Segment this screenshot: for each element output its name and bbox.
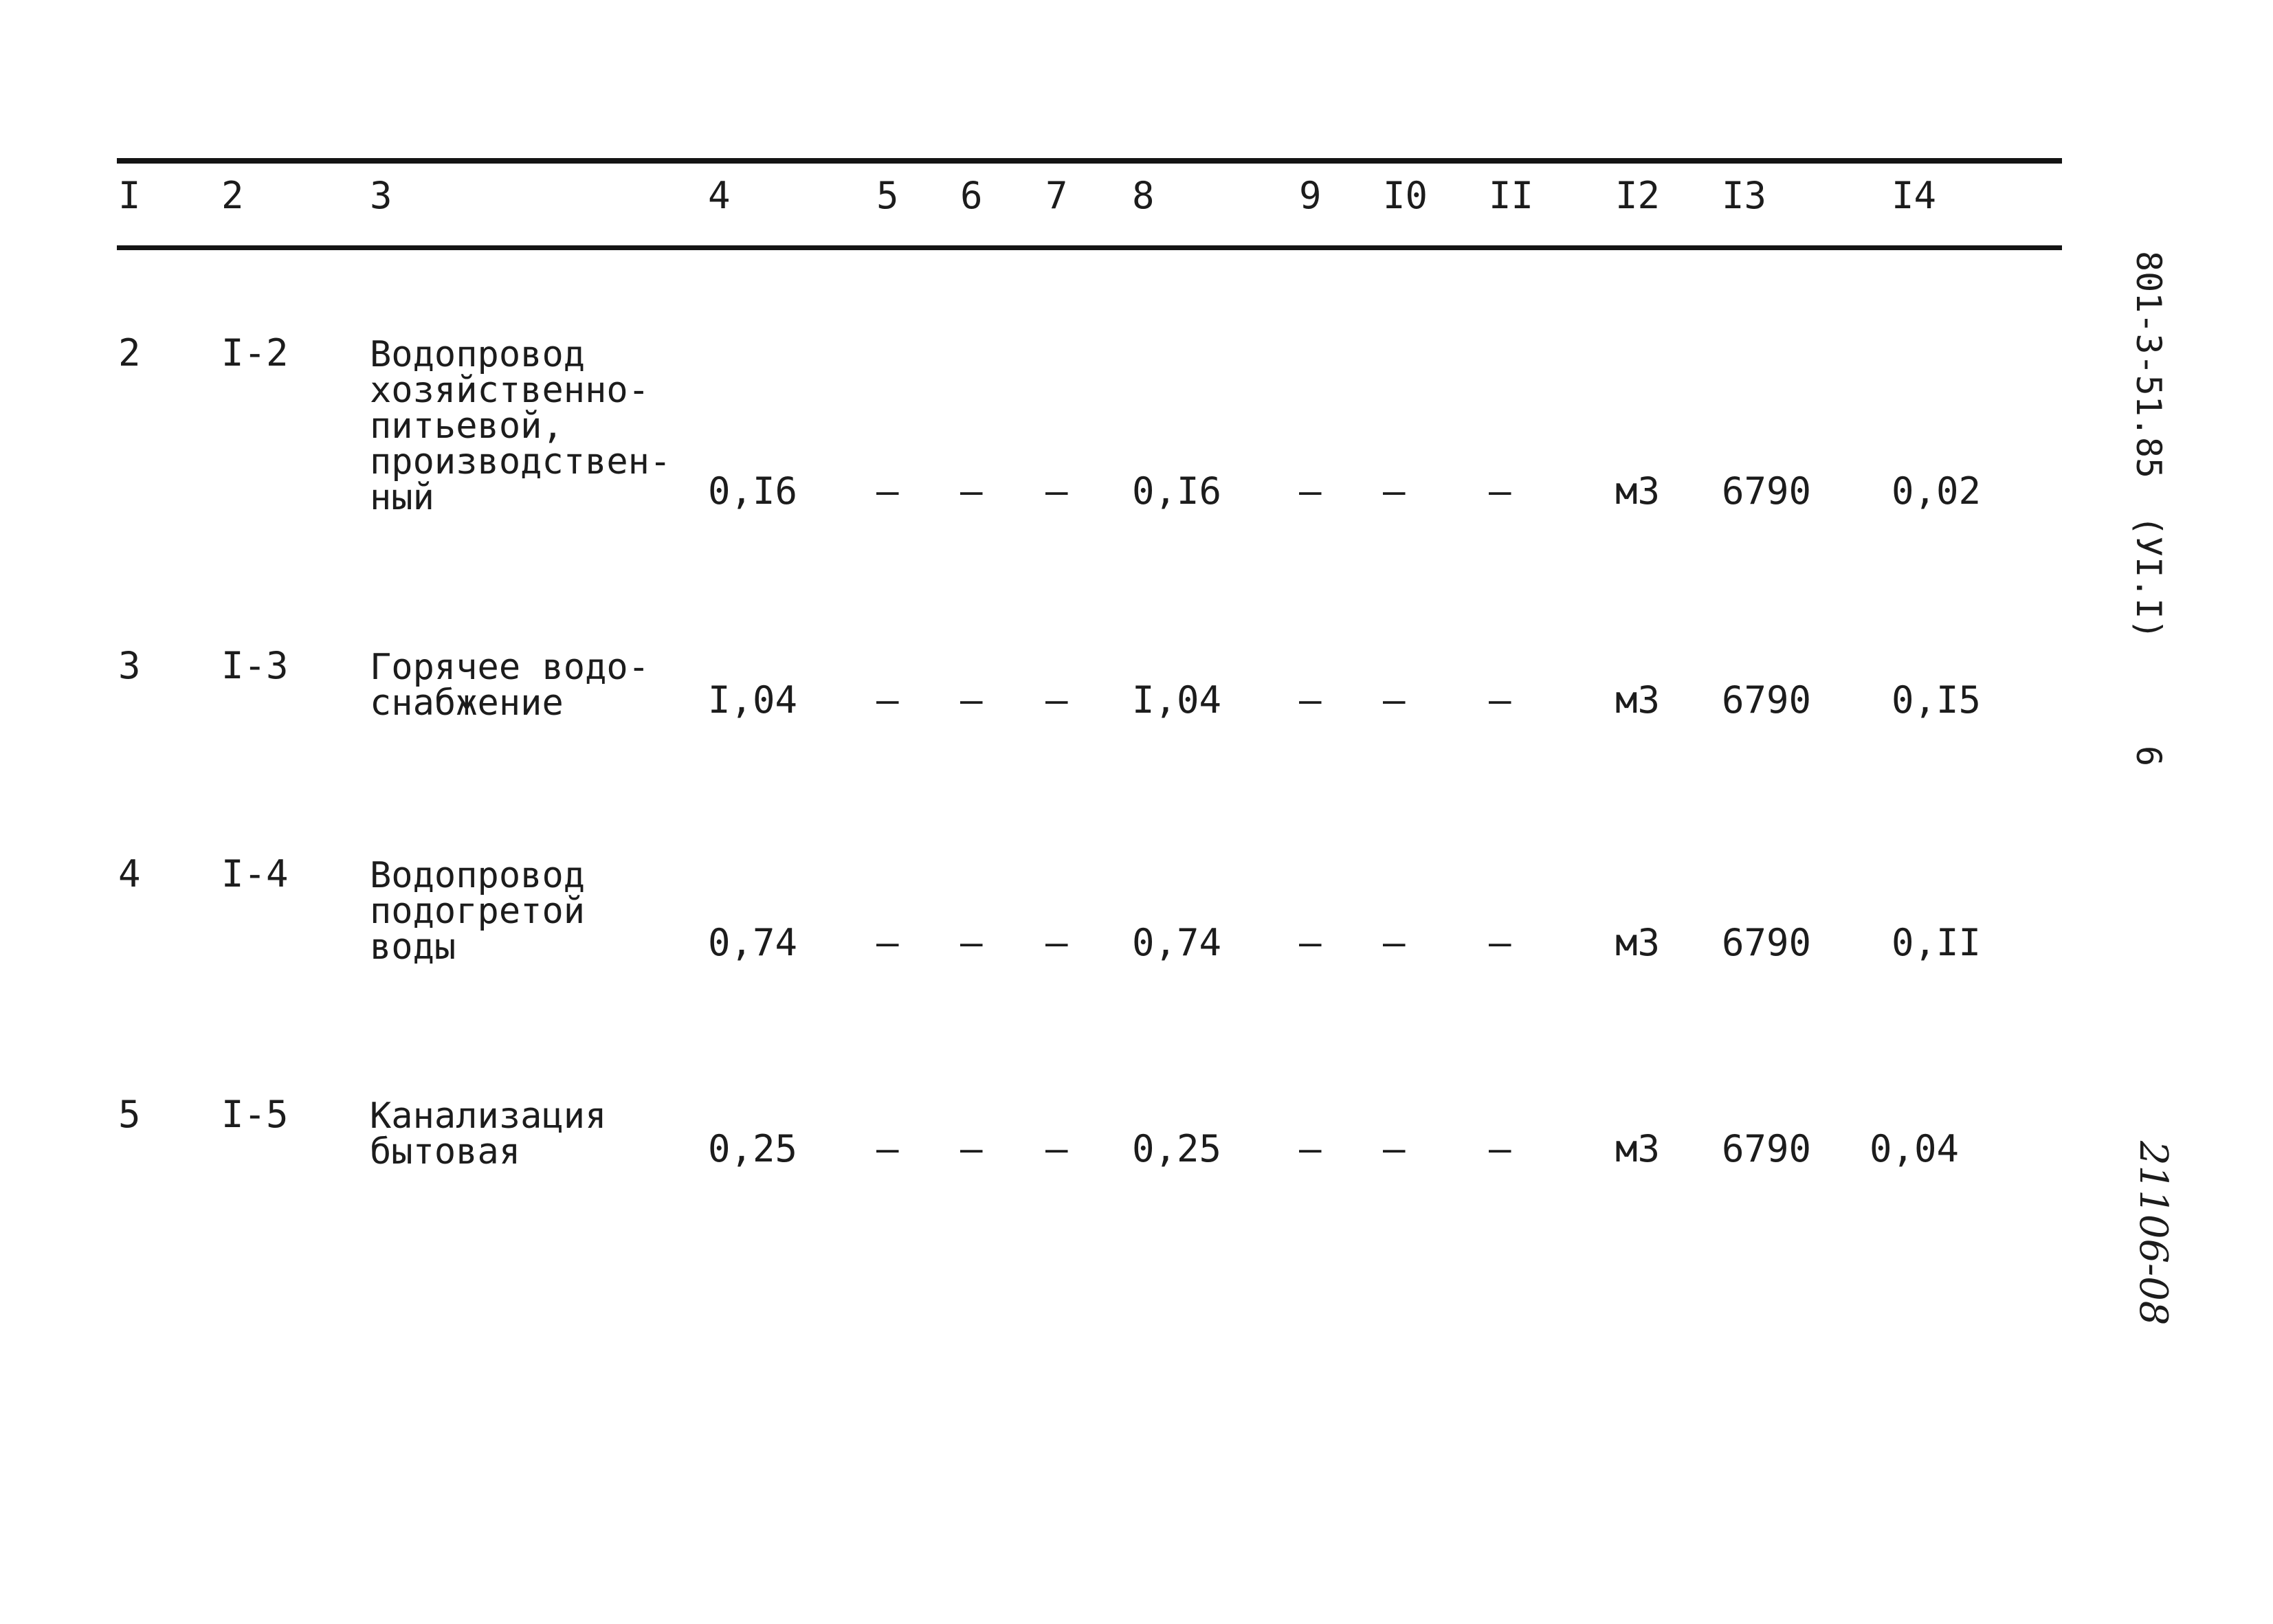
cell-col-5: – (876, 921, 899, 964)
header-col-2: 2 (221, 174, 244, 217)
cell-col-7: – (1045, 1127, 1068, 1170)
cell-col-9: – (1299, 469, 1322, 513)
header-col-10: I0 (1383, 174, 1428, 217)
cell-unit: м3 (1615, 1127, 1661, 1170)
cell-unit: м3 (1615, 469, 1661, 513)
header-col-12: I2 (1615, 174, 1661, 217)
header-col-6: 6 (960, 174, 983, 217)
header-col-4: 4 (708, 174, 731, 217)
cell-col-11: – (1489, 1127, 1511, 1170)
cell-col-5: – (876, 1127, 899, 1170)
cell-system-name: Водопровод хозяйственно- питьевой, произ… (370, 334, 672, 518)
header-col-1: I (118, 174, 141, 217)
header-col-13: I3 (1722, 174, 1767, 217)
cell-col-9: – (1299, 921, 1322, 964)
cell-col-11: – (1489, 921, 1511, 964)
cell-col-7: – (1045, 678, 1068, 722)
cell-col-10: – (1383, 678, 1406, 722)
cell-col-8: I,04 (1132, 678, 1222, 722)
cell-col-11: – (1489, 469, 1511, 513)
cell-item-number: 3 (118, 644, 141, 687)
cell-item-number: 2 (118, 331, 141, 375)
cell-system-name: Горячее водо- снабжение (370, 647, 650, 724)
table-header-rule (117, 245, 2062, 250)
cell-col-6: – (960, 678, 983, 722)
table-top-rule (117, 158, 2062, 164)
cell-col-10: – (1383, 469, 1406, 513)
cell-col-5: – (876, 678, 899, 722)
cell-position: I-3 (221, 644, 289, 687)
cell-position: I-5 (221, 1093, 289, 1136)
cell-col-8: 0,I6 (1132, 469, 1222, 513)
header-col-9: 9 (1299, 174, 1322, 217)
cell-col-4: 0,74 (708, 921, 798, 964)
cell-col-4: 0,I6 (708, 469, 798, 513)
cell-col-7: – (1045, 921, 1068, 964)
cell-col-13: 6790 (1722, 678, 1812, 722)
cell-col-14: 0,02 (1892, 469, 1982, 513)
cell-position: I-4 (221, 852, 289, 896)
cell-col-14: 0,II (1892, 921, 1982, 964)
cell-unit: м3 (1615, 678, 1661, 722)
cell-col-13: 6790 (1722, 1127, 1812, 1170)
cell-system-name: Канализация бытовая (370, 1095, 607, 1172)
header-col-7: 7 (1045, 174, 1068, 217)
header-col-14: I4 (1892, 174, 1937, 217)
header-col-3: 3 (370, 174, 392, 217)
cell-col-13: 6790 (1722, 921, 1812, 964)
document-code: 801-3-51.85 (2129, 251, 2169, 479)
cell-col-4: 0,25 (708, 1127, 798, 1170)
cell-col-10: – (1383, 1127, 1406, 1170)
section-reference: (УI.I) (2129, 515, 2169, 640)
cell-col-9: – (1299, 678, 1322, 722)
cell-col-6: – (960, 921, 983, 964)
cell-col-8: 0,74 (1132, 921, 1222, 964)
cell-col-11: – (1489, 678, 1511, 722)
cell-col-13: 6790 (1722, 469, 1812, 513)
cell-system-name: Водопровод подогретой воды (370, 855, 586, 968)
handwritten-number: 21106-08 (2131, 1141, 2175, 1326)
cell-col-5: – (876, 469, 899, 513)
cell-col-10: – (1383, 921, 1406, 964)
header-col-11: II (1489, 174, 1534, 217)
cell-position: I-2 (221, 331, 289, 375)
header-col-5: 5 (876, 174, 899, 217)
cell-col-7: – (1045, 469, 1068, 513)
cell-col-14: 0,04 (1870, 1127, 1960, 1170)
cell-col-6: – (960, 1127, 983, 1170)
cell-item-number: 5 (118, 1093, 141, 1136)
cell-col-6: – (960, 469, 983, 513)
cell-col-4: I,04 (708, 678, 798, 722)
cell-col-9: – (1299, 1127, 1322, 1170)
header-col-8: 8 (1132, 174, 1155, 217)
cell-unit: м3 (1615, 921, 1661, 964)
cell-col-14: 0,I5 (1892, 678, 1982, 722)
page-number: 6 (2129, 746, 2169, 767)
cell-item-number: 4 (118, 852, 141, 896)
cell-col-8: 0,25 (1132, 1127, 1222, 1170)
